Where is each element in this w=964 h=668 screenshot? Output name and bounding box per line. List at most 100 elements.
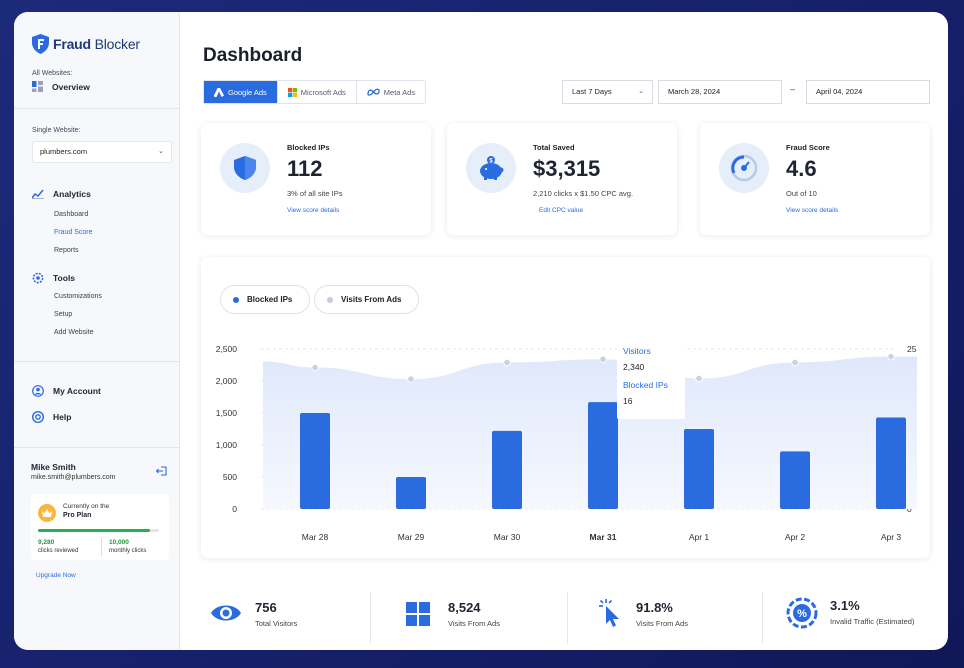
upgrade-link[interactable]: Upgrade Now [36,572,76,579]
edit-cpc-link[interactable]: Edit CPC value [539,207,584,214]
sidebar-item-dashboard[interactable]: Dashboard [54,211,89,218]
visits-point [887,352,895,361]
stat-value: $3,315 [533,156,601,181]
kpi-click-percentage: 91.8% Visits From Ads [598,590,758,650]
divider [370,592,371,644]
eye-icon [211,605,241,621]
crown-icon [38,504,56,522]
stat-label: Fraud Score [786,143,830,152]
y-tick-label-left: 2,000 [216,376,238,386]
clicks-reviewed-value: 9,280 [38,539,55,546]
bar-blocked-ips [684,429,714,509]
stat-value: 112 [287,156,323,181]
windows-icon [406,602,430,626]
y-tick-label-left: 1,500 [216,408,238,418]
view-score-details-link[interactable]: View score details [287,207,340,214]
legend-toggle-visits-from-ads[interactable]: Visits From Ads [314,285,420,314]
legend-toggle-blocked-ips[interactable]: Blocked IPs [220,285,311,314]
x-tick-label: Mar 28 [302,532,329,542]
sidebar-item-reports[interactable]: Reports [54,247,79,254]
x-tick-label: Mar 29 [398,532,425,542]
user-name: Mike Smith [31,462,76,472]
end-date-input[interactable]: April 04, 2024 [806,80,930,104]
website-select-value: plumbers.com [40,147,88,156]
divider [14,447,180,448]
gear-icon [32,272,44,284]
bar-blocked-ips [492,430,522,509]
bar-blocked-ips [876,417,906,509]
kpi-label: Total Visitors [255,619,298,628]
stat-label: Blocked IPs [287,143,330,152]
monthly-clicks-label: monthly clicks [109,548,147,554]
plan-usage-bar-fill [38,529,151,532]
sidebar-item-overview[interactable]: Overview [32,81,90,92]
svg-text:%: % [797,608,807,620]
piggy-bank-icon: $ [466,143,516,193]
gauge-icon [719,143,769,193]
kpi-label: Visits From Ads [448,619,500,628]
stat-card-blocked-ips: Blocked IPs 112 3% of all site IPs View … [201,123,431,235]
divider [14,361,180,362]
ad-platform-tabs: Google Ads Microsoft Ads Meta Ads [203,80,427,104]
tab-meta-ads[interactable]: Meta Ads [357,81,425,103]
divider [567,592,568,644]
tooltip-blocked-label: Blocked IPs [623,380,668,390]
shield-icon [220,143,270,193]
divider [762,592,763,644]
all-websites-label: All Websites: [32,70,73,77]
brand-logo[interactable]: Fraud Blocker [32,34,140,54]
bar-blocked-ips [300,413,330,509]
visits-point [503,358,511,367]
x-tick-label: Apr 3 [881,532,902,542]
tab-label: Meta Ads [383,87,416,97]
sidebar-item-tools[interactable]: Tools [32,272,75,284]
app-window: Fraud Blocker All Websites: Overview Sin… [14,12,948,650]
plan-usage-bar [38,529,159,532]
logout-icon[interactable] [156,466,167,476]
tab-microsoft-ads[interactable]: Microsoft Ads [278,81,357,103]
start-date-input[interactable]: March 28, 2024 [658,80,782,104]
monthly-clicks-value: 10,000 [109,539,129,546]
date-range-select[interactable]: Last 7 Days ⌄ [562,80,653,104]
kpi-strip: 756 Total Visitors 8,524 Visits From Ads… [180,590,948,650]
google-ads-icon [214,87,224,97]
y-tick-label-left: 1,000 [216,440,238,450]
plan-card: Currently on the Pro Plan 9,280 clicks r… [31,494,169,560]
x-tick-label: Mar 30 [494,532,521,542]
tooltip-blocked-value: 16 [623,396,633,406]
visits-point [311,363,319,372]
single-website-label: Single Website: [32,127,81,134]
kpi-total-visitors: 756 Total Visitors [210,590,370,650]
tools-label: Tools [53,273,76,283]
sidebar-item-customizations[interactable]: Customizations [54,293,102,300]
y-tick-label-left: 0 [232,504,237,514]
stat-subtext: 2,210 clicks x $1.50 CPC avg. [533,189,634,198]
kpi-label: Invalid Traffic (Estimated) [830,617,915,626]
stat-label: Total Saved [533,143,575,152]
percent-badge-icon: % [786,597,818,629]
shield-logo-icon [32,34,49,54]
stat-value: 4.6 [786,156,817,181]
x-tick-label: Apr 1 [689,532,710,542]
plan-caption: Currently on the [63,503,110,510]
plan-name: Pro Plan [63,512,92,519]
date-separator: – [790,84,796,94]
bar-blocked-ips [396,477,426,509]
website-select[interactable]: plumbers.com ⌄ [32,141,172,163]
y-tick-label-left: 2,500 [216,344,238,354]
sidebar-item-fraud-score[interactable]: Fraud Score [54,229,93,236]
sidebar-item-setup[interactable]: Setup [54,311,73,318]
sidebar-item-my-account[interactable]: My Account [32,385,101,397]
sidebar-item-help[interactable]: Help [32,411,71,423]
tab-google-ads[interactable]: Google Ads [204,81,278,103]
tooltip-visitors-label: Visitors [623,346,651,356]
kpi-value: 756 [255,600,277,615]
sidebar-item-add-website[interactable]: Add Website [54,329,94,336]
view-score-details-link[interactable]: View score details [786,207,839,214]
tab-label: Microsoft Ads [300,87,346,97]
grid-icon [32,81,43,92]
overview-label: Overview [52,81,90,92]
sidebar-item-analytics[interactable]: Analytics [32,189,91,199]
kpi-value: 8,524 [448,600,481,615]
help-label: Help [53,412,72,422]
